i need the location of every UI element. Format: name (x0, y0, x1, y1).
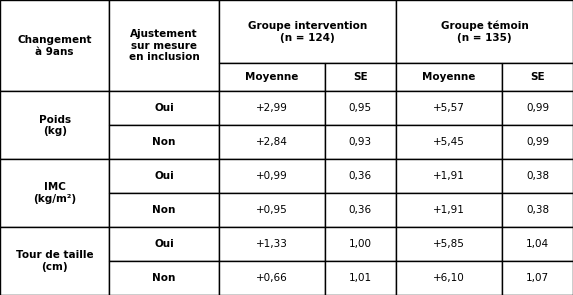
Bar (219, 91, 325, 125)
Text: 1,07: 1,07 (526, 273, 549, 283)
Text: +1,91: +1,91 (433, 205, 465, 215)
Bar (325, 125, 396, 159)
Bar (502, 125, 573, 159)
Bar (219, 63, 325, 91)
Text: SE: SE (353, 73, 368, 82)
Text: +5,57: +5,57 (433, 104, 465, 113)
Bar (396, 261, 502, 295)
Bar (502, 227, 573, 261)
Bar (219, 193, 325, 227)
Text: IMC
(kg/m²): IMC (kg/m²) (33, 182, 76, 204)
Text: Non: Non (152, 137, 176, 147)
Bar (0, 227, 109, 295)
Text: Non: Non (152, 273, 176, 283)
Text: Oui: Oui (154, 239, 174, 249)
Text: 0,99: 0,99 (526, 137, 549, 147)
Text: 1,01: 1,01 (349, 273, 372, 283)
Bar (325, 261, 396, 295)
Bar (325, 227, 396, 261)
Bar (219, 125, 325, 159)
Text: +0,95: +0,95 (256, 205, 288, 215)
Bar (502, 91, 573, 125)
Bar (396, 63, 502, 91)
Text: +2,84: +2,84 (256, 137, 288, 147)
Text: 0,93: 0,93 (349, 137, 372, 147)
Bar (109, 125, 219, 159)
Bar (109, 0, 219, 91)
Bar (396, 0, 573, 63)
Text: 0,36: 0,36 (349, 205, 372, 215)
Text: 0,38: 0,38 (526, 205, 549, 215)
Text: +2,99: +2,99 (256, 104, 288, 113)
Bar (0, 91, 109, 159)
Bar (219, 261, 325, 295)
Bar (502, 261, 573, 295)
Text: +0,66: +0,66 (256, 273, 288, 283)
Text: +0,99: +0,99 (256, 171, 288, 181)
Text: 1,04: 1,04 (526, 239, 549, 249)
Text: Groupe intervention
(n = 124): Groupe intervention (n = 124) (248, 21, 367, 42)
Bar (396, 91, 502, 125)
Bar (0, 0, 109, 91)
Text: Non: Non (152, 205, 176, 215)
Text: 1,00: 1,00 (349, 239, 372, 249)
Bar (109, 91, 219, 125)
Text: Poids
(kg): Poids (kg) (38, 114, 70, 136)
Text: Groupe témoin
(n = 135): Groupe témoin (n = 135) (441, 21, 528, 43)
Bar (109, 261, 219, 295)
Text: +6,10: +6,10 (433, 273, 465, 283)
Text: 0,36: 0,36 (349, 171, 372, 181)
Bar (325, 193, 396, 227)
Text: Tour de taille
(cm): Tour de taille (cm) (16, 250, 93, 272)
Bar (219, 227, 325, 261)
Text: +1,33: +1,33 (256, 239, 288, 249)
Text: +5,85: +5,85 (433, 239, 465, 249)
Bar (109, 227, 219, 261)
Text: 0,95: 0,95 (349, 104, 372, 113)
Bar (502, 159, 573, 193)
Bar (219, 159, 325, 193)
Text: Oui: Oui (154, 171, 174, 181)
Bar (325, 159, 396, 193)
Bar (219, 0, 396, 63)
Bar (396, 227, 502, 261)
Text: 0,99: 0,99 (526, 104, 549, 113)
Text: +1,91: +1,91 (433, 171, 465, 181)
Text: Moyenne: Moyenne (245, 73, 299, 82)
Bar (396, 125, 502, 159)
Bar (0, 159, 109, 227)
Text: Changement
à 9ans: Changement à 9ans (17, 35, 92, 57)
Text: Moyenne: Moyenne (422, 73, 476, 82)
Bar (502, 63, 573, 91)
Text: SE: SE (530, 73, 545, 82)
Text: 0,38: 0,38 (526, 171, 549, 181)
Bar (325, 91, 396, 125)
Bar (109, 159, 219, 193)
Bar (502, 193, 573, 227)
Text: +5,45: +5,45 (433, 137, 465, 147)
Bar (396, 159, 502, 193)
Bar (325, 63, 396, 91)
Text: Ajustement
sur mesure
en inclusion: Ajustement sur mesure en inclusion (129, 29, 199, 62)
Bar (396, 193, 502, 227)
Text: Oui: Oui (154, 104, 174, 113)
Bar (109, 193, 219, 227)
